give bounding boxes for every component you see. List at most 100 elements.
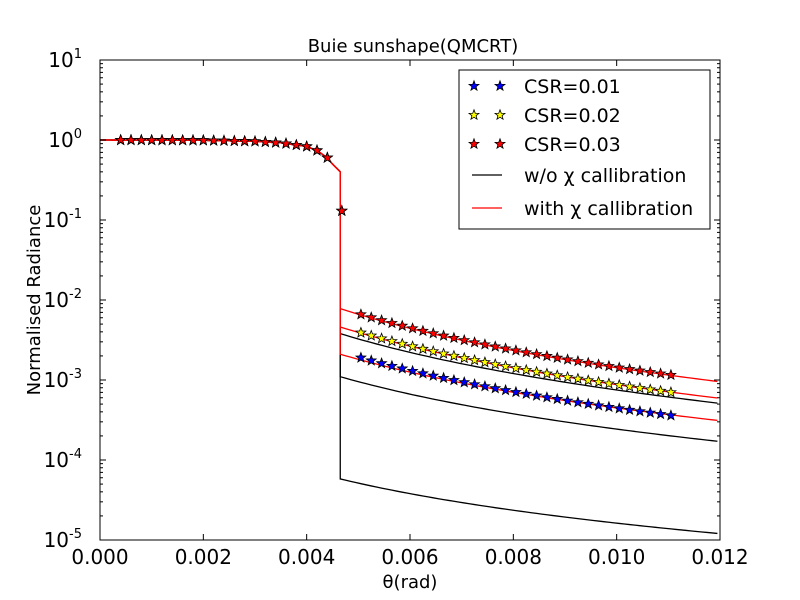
data-point: [489, 340, 502, 352]
x-tick-label: 0.010: [588, 545, 645, 569]
y-tick-label: 10-4: [44, 447, 82, 472]
data-point: [365, 354, 378, 366]
data-point: [135, 133, 148, 146]
y-tick-label: 100: [48, 127, 82, 152]
data-point: [582, 356, 595, 369]
data-point: [385, 359, 398, 372]
data-point: [166, 133, 179, 146]
x-tick-label: 0.008: [485, 545, 542, 569]
y-axis-label: Normalised Radiance: [24, 205, 45, 396]
axes: 0.000 0.002 0.004 0.006 0.008 0.010 0.012 10-5 1…: [44, 47, 749, 569]
data-point: [520, 346, 533, 358]
x-tick-label: 0.002: [175, 545, 232, 569]
data-point: [592, 399, 605, 411]
data-point: [561, 353, 574, 365]
data-point: [321, 151, 334, 163]
data-point: [613, 361, 626, 373]
data-point: [427, 345, 440, 357]
data-point: [365, 329, 378, 341]
data-point: [530, 389, 543, 401]
data-point: [406, 364, 419, 377]
data-point: [613, 402, 626, 414]
data-point: [468, 378, 481, 390]
legend-box: [458, 69, 711, 230]
chart-title: Buie sunshape(QMCRT): [308, 36, 519, 57]
y-tick-label: 10-1: [44, 207, 82, 232]
legend-marker: [467, 137, 481, 150]
data-point: [248, 135, 262, 147]
data-point: [478, 380, 491, 392]
x-tick-label: 0.000: [71, 545, 128, 569]
data-point: [416, 367, 429, 379]
data-point: [582, 374, 595, 386]
y-tick-label: 101: [48, 47, 82, 72]
data-point: [447, 373, 460, 386]
data-point: [644, 383, 657, 395]
plot-area: [99, 133, 718, 535]
data-point: [664, 409, 677, 421]
legend-marker: [467, 79, 481, 92]
data-point: [654, 384, 667, 397]
data-point: [310, 144, 324, 156]
data-point: [176, 133, 189, 146]
data-point: [259, 135, 272, 148]
data-point: [613, 378, 626, 391]
data-point: [602, 377, 615, 389]
data-point: [155, 133, 169, 146]
data-point: [540, 367, 553, 379]
data-point: [644, 365, 657, 378]
data-point: [300, 140, 313, 152]
data-point: [509, 385, 522, 398]
data-point: [571, 396, 584, 408]
legend-label: with χ callibration: [524, 198, 693, 220]
data-point: [447, 349, 460, 362]
data-point: [375, 356, 388, 369]
data-point: [561, 394, 574, 406]
data-point: [416, 342, 429, 355]
legend-label: w/o χ callibration: [524, 165, 686, 187]
data-point: [447, 331, 460, 344]
data-point: [509, 361, 522, 374]
data-point: [396, 319, 409, 331]
legend-label: CSR=0.02: [524, 105, 621, 127]
data-point: [375, 332, 388, 344]
data-point: [499, 359, 512, 372]
data-point: [396, 362, 409, 374]
data-point: [207, 134, 220, 146]
data-point: [478, 355, 491, 368]
data-point: [623, 380, 636, 392]
legend-marker: [493, 137, 507, 150]
data-point: [633, 405, 646, 417]
data-point: [228, 134, 241, 147]
data-point: [458, 375, 471, 388]
data-point: [540, 391, 553, 403]
legend-marker: [467, 108, 481, 121]
data-point: [633, 364, 646, 376]
data-point: [416, 324, 429, 337]
data-point: [279, 137, 293, 149]
data-point: [335, 204, 348, 217]
data-point: [406, 340, 419, 352]
data-point: [592, 358, 605, 370]
data-point: [114, 133, 127, 146]
data-point: [561, 370, 574, 383]
series-markers-3: [114, 133, 677, 381]
data-point: [375, 313, 388, 326]
legend-label: CSR=0.03: [524, 134, 621, 156]
y-tick-label: 10-2: [44, 287, 82, 312]
legend: CSR=0.01 CSR=0.02 CSR=0.03 w/o χ callibrati…: [458, 69, 711, 230]
data-point: [427, 327, 440, 339]
legend-label: CSR=0.01: [524, 76, 621, 98]
data-point: [571, 372, 584, 384]
data-point: [644, 406, 657, 418]
data-point: [571, 354, 584, 367]
legend-marker: [493, 79, 507, 92]
x-tick-label: 0.004: [278, 545, 335, 569]
data-point: [551, 369, 564, 381]
x-axis-label: θ(rad): [383, 572, 438, 593]
y-tick-label: 10-5: [44, 527, 82, 552]
data-point: [654, 367, 667, 379]
data-point: [458, 333, 471, 346]
data-point: [437, 329, 450, 341]
